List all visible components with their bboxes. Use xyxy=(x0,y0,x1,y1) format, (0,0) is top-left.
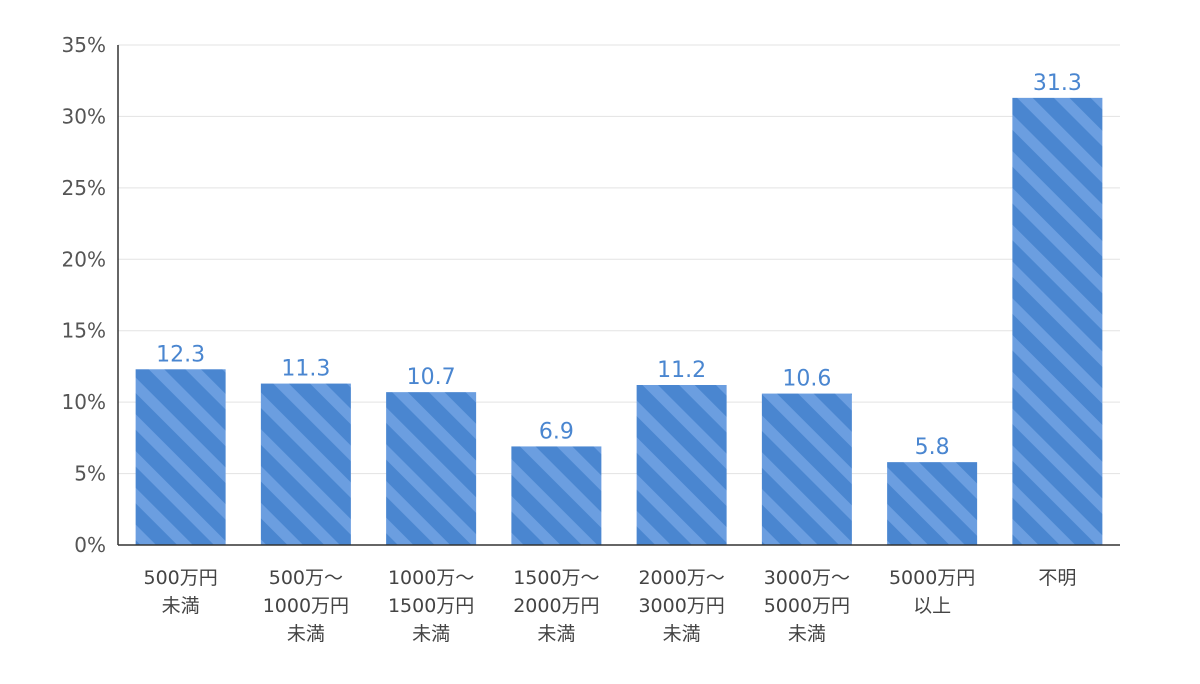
bar xyxy=(386,392,477,545)
data-label: 11.2 xyxy=(657,358,706,383)
bar xyxy=(260,383,351,545)
y-tick-label: 30% xyxy=(62,104,106,128)
y-tick-label: 20% xyxy=(62,247,106,271)
x-tick-label: 1500万〜 2000万円未満 xyxy=(513,567,599,645)
axes xyxy=(117,45,1120,546)
y-axis-ticks: 0% 5% 10% 15% 20% 25% 30% 35% xyxy=(62,33,106,557)
bar xyxy=(761,393,852,545)
x-tick-label: 500万〜 1000万円未満 xyxy=(263,567,349,645)
bar xyxy=(636,385,727,545)
data-labels: 12.3 11.3 10.7 6.9 11.2 10.6 5.8 31.3 xyxy=(156,71,1082,460)
x-tick-label: 1000万〜 1500万円未満 xyxy=(388,567,474,645)
y-tick-label: 35% xyxy=(62,33,106,57)
data-label: 10.7 xyxy=(407,365,456,390)
y-tick-label: 25% xyxy=(62,176,106,200)
bar xyxy=(1012,97,1103,545)
y-tick-label: 15% xyxy=(62,319,106,343)
data-label: 5.8 xyxy=(915,435,950,460)
data-label: 6.9 xyxy=(539,419,574,444)
data-label: 11.3 xyxy=(281,357,330,382)
data-label: 10.6 xyxy=(782,367,831,392)
x-tick-label: 5000万円以上 xyxy=(889,567,975,617)
x-tick-label: 不明 xyxy=(1038,567,1076,589)
bar xyxy=(135,369,226,545)
bar xyxy=(511,446,602,545)
data-label: 31.3 xyxy=(1033,71,1082,96)
bars xyxy=(135,97,1103,545)
x-tick-label: 500万円未満 xyxy=(143,567,217,617)
y-tick-label: 10% xyxy=(62,390,106,414)
x-axis-ticks: 500万円未満 500万〜 1000万円未満 1000万〜 1500万円未満 1500万〜… xyxy=(143,567,1076,645)
x-tick-label: 3000万〜 5000万円未満 xyxy=(764,567,850,645)
bar xyxy=(887,462,978,545)
y-tick-label: 0% xyxy=(74,533,106,557)
y-tick-label: 5% xyxy=(74,462,106,486)
x-tick-label: 2000万〜 3000万円未満 xyxy=(638,567,724,645)
data-label: 12.3 xyxy=(156,342,205,367)
